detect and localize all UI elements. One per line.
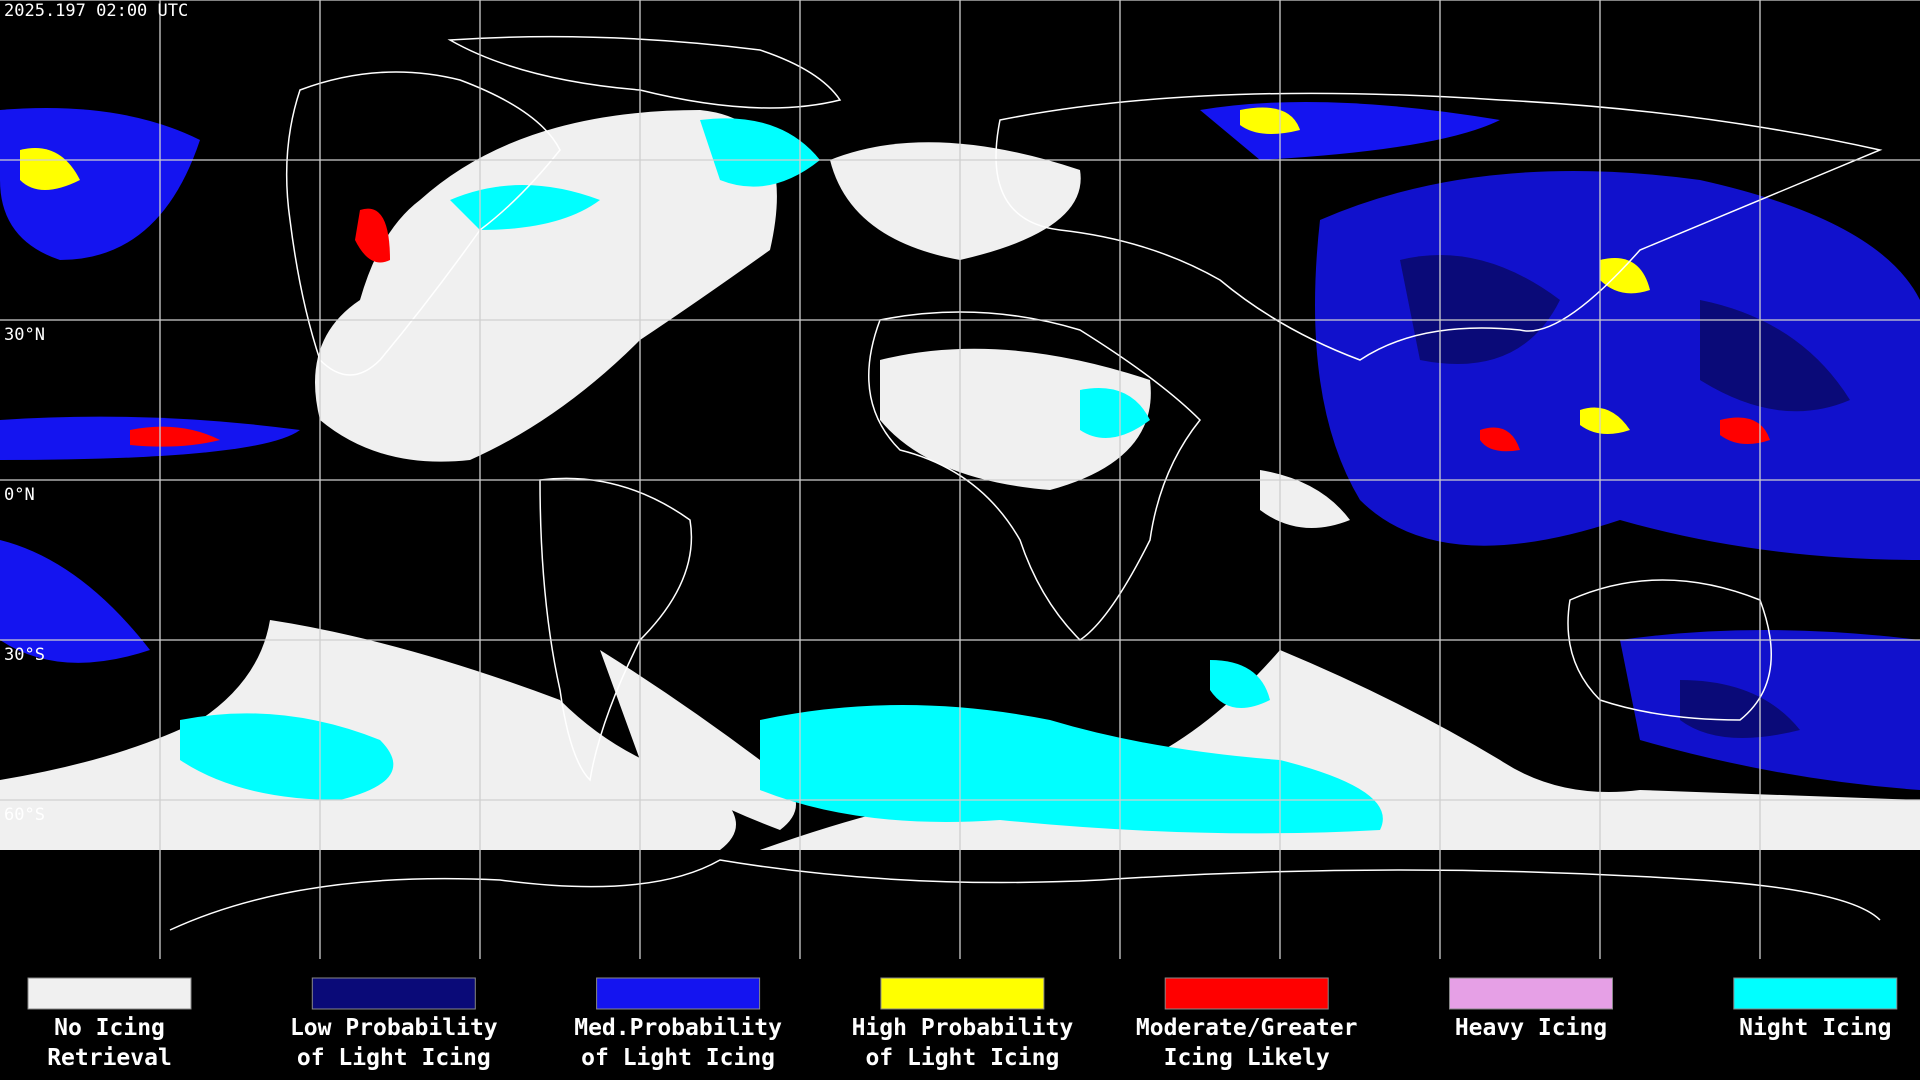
legend-label: of Light Icing xyxy=(865,1045,1059,1071)
legend-swatch xyxy=(1164,977,1329,1010)
moderate-icing-areas xyxy=(130,208,1770,452)
legend-swatch xyxy=(1449,977,1613,1010)
legend-swatch xyxy=(311,977,476,1010)
map xyxy=(0,35,1920,931)
legend-swatch xyxy=(596,977,761,1010)
legend-label: Retrieval xyxy=(47,1045,172,1071)
coastlines xyxy=(169,35,1883,931)
legend-label: of Light Icing xyxy=(581,1045,775,1071)
high-probability-areas xyxy=(20,107,1650,434)
legend-label: Heavy Icing xyxy=(1455,1015,1607,1041)
latitude-label: 0°N xyxy=(4,485,35,505)
latitude-label: 60°S xyxy=(4,805,45,825)
legend-label: of Light Icing xyxy=(297,1045,491,1071)
legend-swatch xyxy=(880,977,1045,1010)
legend-label: Moderate/Greater xyxy=(1136,1015,1358,1041)
legend-label: Night Icing xyxy=(1739,1015,1891,1041)
legend: No Icing Retrieval Low Probability of Light… xyxy=(27,977,1898,1071)
legend-label: No Icing xyxy=(54,1015,165,1041)
timestamp: 2025.197 02:00 UTC xyxy=(4,1,188,21)
latitude-label: 30°N xyxy=(4,325,45,345)
legend-label: Med.Probability xyxy=(574,1015,782,1041)
legend-label: Low Probability xyxy=(290,1015,498,1041)
legend-label: Icing Likely xyxy=(1164,1045,1330,1071)
legend-label: High Probability xyxy=(852,1015,1074,1041)
legend-swatch xyxy=(1733,977,1898,1010)
graticule xyxy=(0,0,1920,959)
night-icing-areas xyxy=(180,118,1383,834)
legend-swatch xyxy=(27,977,192,1010)
latitude-label: 30°S xyxy=(4,645,45,665)
latitude-labels: 30°N 0°N 30°S 60°S xyxy=(4,325,45,825)
